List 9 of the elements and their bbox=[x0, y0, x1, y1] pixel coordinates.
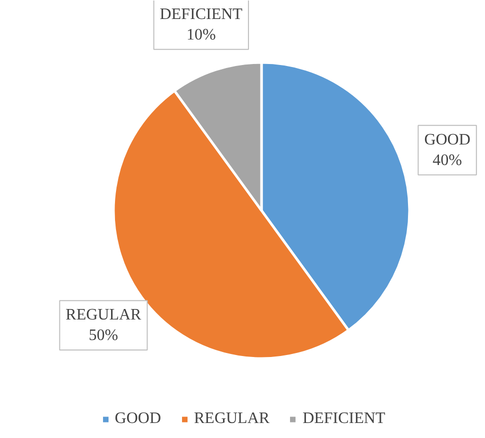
slice-label: REGULAR bbox=[66, 306, 142, 324]
slice-label: DEFICIENT bbox=[160, 6, 243, 23]
legend-label: REGULAR bbox=[194, 410, 270, 428]
data-label: 10% bbox=[186, 26, 216, 44]
data-label: 40% bbox=[432, 152, 462, 169]
data-label: 50% bbox=[88, 327, 118, 344]
slice-label: GOOD bbox=[424, 131, 470, 148]
legend-label: GOOD bbox=[114, 410, 161, 428]
legend-label: DEFICIENT bbox=[302, 410, 386, 428]
